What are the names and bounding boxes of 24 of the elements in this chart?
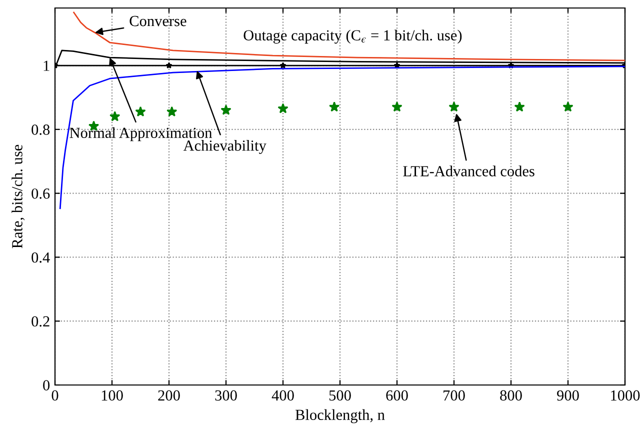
x-tick-label: 1000 <box>611 390 640 401</box>
x-tick-label: 0 <box>52 390 58 401</box>
y-tick-label: 0.6 <box>32 188 50 199</box>
annotation: Outage capacity (C$_{ϵ}$ = 1 bit/ch. use) <box>244 30 462 44</box>
annotation: Achievability <box>183 140 266 154</box>
x-tick-label: 500 <box>329 390 351 401</box>
x-tick-label: 100 <box>102 390 123 401</box>
y-tick-label: 0.4 <box>32 252 50 263</box>
y-tick-label: 1 <box>44 60 50 71</box>
x-tick-label: 600 <box>386 390 408 401</box>
x-axis-title: Blocklength, n <box>295 409 385 424</box>
x-tick-label: 300 <box>215 390 237 401</box>
x-tick-label: 800 <box>500 390 522 401</box>
x-tick-label: 900 <box>557 390 579 401</box>
x-tick-label: 200 <box>158 390 180 401</box>
y-tick-label: 0.8 <box>32 124 50 135</box>
y-tick-label: 0 <box>43 380 50 390</box>
x-tick-label: 700 <box>444 390 465 401</box>
y-axis-title: Rate, bits/ch. use <box>12 144 25 248</box>
annotation: Normal Approximation <box>70 127 212 142</box>
annotation: Converse <box>130 16 186 26</box>
y-tick-label: 0.2 <box>32 316 50 327</box>
x-tick-label: 400 <box>272 390 294 401</box>
annotation: LTE-Advanced codes <box>403 166 534 176</box>
